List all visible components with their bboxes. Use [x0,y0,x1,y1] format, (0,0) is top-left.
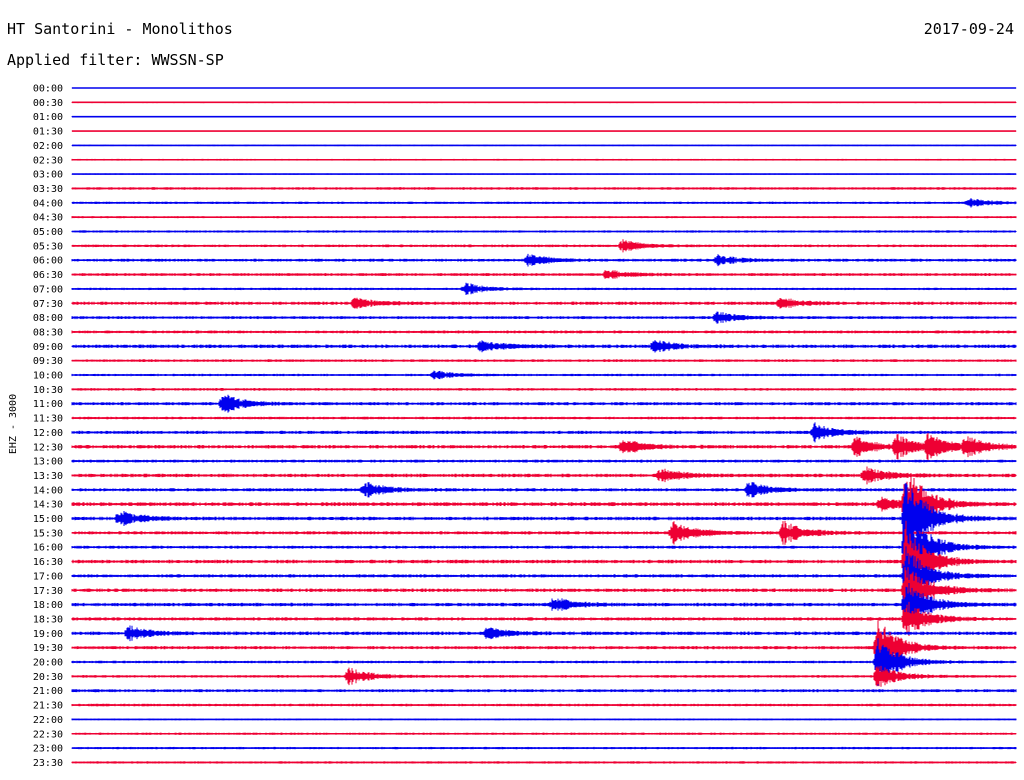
time-label: 18:30 [33,614,63,625]
time-label: 19:00 [33,629,63,640]
time-label: 16:00 [33,543,63,554]
time-label: 15:30 [33,528,63,539]
station-title: HT Santorini - Monolithos [7,20,233,38]
time-label: 05:30 [33,241,63,252]
time-label: 14:30 [33,500,63,511]
time-label: 01:00 [33,112,63,123]
time-label: 23:00 [33,744,63,755]
time-label: 22:00 [33,715,63,726]
record-date: 2017-09-24 [923,20,1014,38]
time-label: 07:30 [33,299,63,310]
time-label: 00:00 [33,84,63,95]
time-label: 00:30 [33,98,63,109]
time-label: 23:30 [33,758,63,769]
time-label: 12:00 [33,428,63,439]
time-label: 06:00 [33,256,63,267]
time-label: 17:30 [33,586,63,597]
time-label: 21:30 [33,701,63,712]
time-label: 09:30 [33,356,63,367]
time-label: 12:30 [33,442,63,453]
time-label: 21:00 [33,686,63,697]
seismic-traces [71,87,1017,764]
time-label: 18:00 [33,600,63,611]
time-label: 08:00 [33,313,63,324]
time-label: 13:00 [33,457,63,468]
time-label: 14:00 [33,485,63,496]
time-label: 06:30 [33,270,63,281]
time-label: 10:00 [33,371,63,382]
time-label: 01:30 [33,127,63,138]
time-label: 15:00 [33,514,63,525]
time-label: 11:00 [33,399,63,410]
time-label: 02:30 [33,155,63,166]
time-label: 04:30 [33,213,63,224]
time-label: 13:30 [33,471,63,482]
time-label: 17:00 [33,571,63,582]
time-label: 10:30 [33,385,63,396]
time-label: 09:00 [33,342,63,353]
time-label: 02:00 [33,141,63,152]
time-label: 16:30 [33,557,63,568]
time-label: 08:30 [33,327,63,338]
channel-label: EHZ - 3000 [8,394,19,454]
time-label: 11:30 [33,414,63,425]
time-label: 19:30 [33,643,63,654]
time-label: 20:00 [33,658,63,669]
time-label: 07:00 [33,284,63,295]
time-label: 22:30 [33,729,63,740]
time-label: 04:00 [33,198,63,209]
time-label: 03:00 [33,170,63,181]
time-label: 05:00 [33,227,63,238]
time-labels: 00:00 00:30 01:00 01:30 02:00 02:30 03:00 03:30… [33,84,63,769]
filter-label: Applied filter: WWSSN-SP [7,51,224,69]
time-label: 20:30 [33,672,63,683]
time-label: 03:30 [33,184,63,195]
